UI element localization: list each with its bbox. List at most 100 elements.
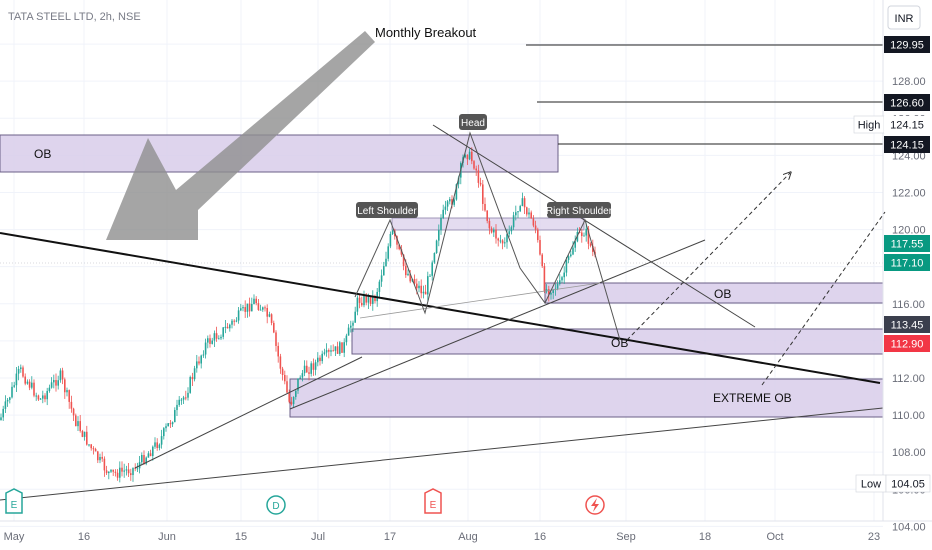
earnings-marker-2-label: E [430, 500, 437, 511]
candle-body [330, 350, 332, 352]
extreme-ob-label: EXTREME OB [713, 391, 792, 405]
candle-body [99, 456, 101, 461]
candle-body [517, 211, 519, 213]
candle-body [273, 322, 275, 333]
candle-body [354, 311, 356, 323]
candle-body [488, 220, 491, 229]
y-tick-label: 108.00 [892, 447, 926, 459]
candle-body [61, 370, 64, 380]
candle-body [464, 154, 466, 158]
grid [0, 0, 883, 527]
price-axis[interactable]: 102.00104.00106.00108.00110.00112.00114.… [892, 39, 926, 550]
price-label-3: 124.15 [884, 136, 930, 153]
x-tick-label: Aug [458, 531, 478, 543]
candle-body [556, 283, 559, 289]
candle-body [592, 245, 594, 252]
candle-body [42, 395, 44, 399]
candle-body [20, 367, 22, 369]
candle-body [295, 390, 297, 397]
candle-body [213, 333, 216, 341]
candle-body [28, 381, 31, 388]
candle-body [328, 350, 330, 352]
candle-body [193, 368, 196, 380]
candle-body [292, 396, 295, 405]
candle-body [83, 431, 86, 437]
candle-body [198, 361, 200, 364]
candle-body [422, 291, 425, 294]
price-label-6-text: 113.45 [891, 320, 924, 332]
candle-body [552, 289, 554, 293]
candle-body [229, 324, 231, 329]
candle-body [581, 232, 583, 237]
candle-body [237, 310, 240, 321]
earnings-marker-1[interactable]: E [5, 488, 23, 514]
candle-body [57, 380, 59, 386]
candle-body [191, 377, 194, 380]
candle-body [226, 326, 229, 329]
candle-body [46, 390, 48, 400]
candle-body [409, 273, 411, 282]
candle-body [244, 307, 246, 312]
y-tick-label: 122.00 [892, 187, 926, 199]
candle-body [389, 233, 392, 247]
candle-body [176, 404, 178, 411]
candle-body [266, 308, 268, 317]
currency-button[interactable]: INR [887, 5, 921, 30]
candle-body [532, 218, 535, 226]
candle-body [39, 398, 42, 400]
candle-body [446, 201, 449, 207]
candle-body [347, 327, 350, 336]
candle-body [35, 395, 37, 397]
candle-body [477, 170, 480, 183]
candle-body [116, 472, 119, 478]
candle-body [50, 382, 53, 388]
candle-body [374, 296, 376, 302]
candle-body [189, 377, 191, 393]
candle-body [345, 335, 348, 343]
candle-body [400, 249, 403, 255]
candle-body [449, 199, 451, 202]
candle-body [165, 426, 167, 429]
candle-body [435, 240, 438, 254]
candle-body [255, 298, 257, 304]
candle-body [92, 448, 95, 450]
candle-body [163, 428, 165, 437]
price-label-4: 117.55 [884, 235, 930, 252]
candle-body [429, 275, 431, 277]
candle-body [570, 254, 572, 257]
candle-body [259, 309, 262, 311]
candle-body [530, 212, 532, 219]
candle-body [567, 256, 570, 260]
candle-body [215, 333, 218, 339]
candle-body [264, 307, 266, 309]
candle-body [108, 471, 110, 474]
high-label: High 124.15 [853, 115, 930, 134]
candle-body [539, 240, 541, 255]
candle-body [167, 423, 169, 427]
candle-body [158, 444, 161, 449]
x-tick-label: Oct [766, 531, 783, 543]
candle-body [559, 280, 561, 284]
time-axis[interactable]: May 16 Jun 15 Jul 17 Aug 16 Sep 18 Oct 23 [4, 531, 881, 543]
earnings-marker-2[interactable]: E [424, 488, 442, 514]
y-tick-label: 128.00 [892, 76, 926, 88]
candle-body [88, 444, 90, 446]
dividend-marker[interactable]: D [266, 495, 286, 515]
candle-body [457, 177, 460, 185]
price-label-6: 113.45 [884, 316, 930, 333]
candle-body [471, 151, 473, 162]
candle-body [334, 346, 337, 351]
neckline [359, 282, 601, 319]
x-tick-label: 16 [534, 531, 546, 543]
candle-body [44, 395, 46, 400]
candle-body [242, 307, 244, 309]
candle-body [442, 209, 444, 218]
dividend-marker-label: D [272, 501, 279, 512]
candle-body [367, 295, 370, 303]
candle-body [440, 217, 442, 231]
price-label-2-text: 126.60 [890, 98, 924, 110]
split-marker[interactable] [585, 495, 605, 515]
candle-body [402, 254, 405, 267]
candle-body [589, 243, 592, 246]
